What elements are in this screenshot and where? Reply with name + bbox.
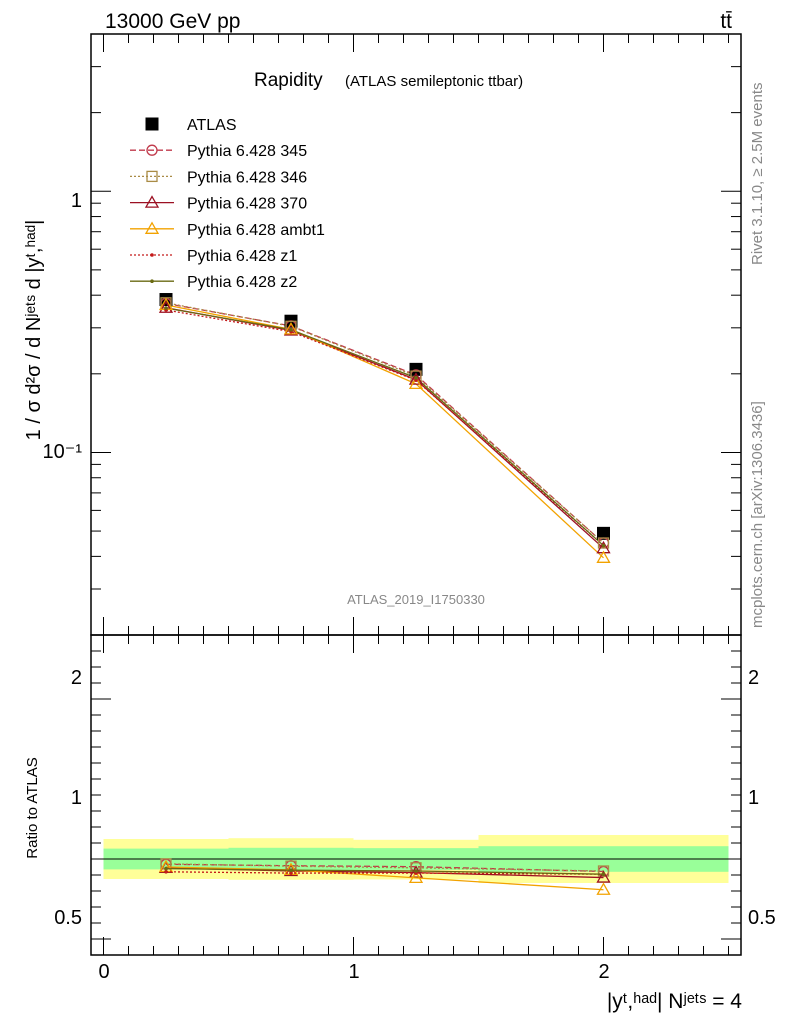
- legend-entry: Pythia 6.428 370: [187, 196, 307, 213]
- mc-point: [283, 322, 299, 335]
- chart-title: Rapidity: [254, 70, 323, 91]
- energy-label: 13000 GeV pp: [105, 10, 240, 33]
- legend-marker: [146, 144, 158, 156]
- mc-point: [601, 543, 606, 548]
- ratio-point: [164, 870, 168, 874]
- legend-entry: Pythia 6.428 ambt1: [187, 222, 325, 239]
- ratio-series-line: [165, 866, 604, 891]
- ratio-y-tick-label: 0.5: [54, 907, 82, 929]
- ratio-point: [289, 871, 293, 875]
- legend-entry: Pythia 6.428 346: [187, 169, 307, 186]
- x-tick-label: 1: [348, 961, 359, 983]
- process-label: tt̄: [720, 10, 732, 33]
- ratio-plot-frame: [90, 634, 742, 956]
- mc-point: [597, 537, 610, 549]
- series-line: [165, 307, 604, 547]
- series-line: [165, 304, 604, 559]
- legend-marker: [145, 117, 159, 131]
- ratio-point: [408, 870, 424, 884]
- ratio-point: [164, 866, 168, 871]
- chart-subtitle: (ATLAS semileptonic ttbar): [345, 73, 523, 90]
- legend-entry: Pythia 6.428 345: [187, 143, 307, 160]
- mc-point: [596, 550, 611, 563]
- mc-point: [408, 372, 424, 385]
- ratio-y-axis-label: Ratio to ATLAS: [24, 757, 41, 858]
- ratio-y-tick-label-right: 0.5: [748, 907, 776, 929]
- ratio-point: [414, 869, 418, 873]
- x-tick-label: 0: [98, 961, 109, 983]
- series-line: [165, 309, 604, 547]
- ratio-y-tick-label-right: 2: [748, 667, 759, 689]
- main-y-tick-label: 10⁻¹: [43, 441, 83, 463]
- rivet-label: Rivet 3.1.10, ≥ 2.5M events: [749, 83, 766, 266]
- ratio-point: [289, 868, 293, 872]
- legend-marker: [144, 221, 160, 234]
- legend-marker: [150, 253, 154, 257]
- x-axis-label: |yᵗ,ʰᵃᵈ| Nʲᵉᵗˢ = 4: [607, 990, 742, 1013]
- ratio-y-tick-label-right: 1: [748, 787, 759, 809]
- ratio-point: [601, 872, 606, 876]
- ratio-point: [596, 870, 611, 883]
- legend-marker: [146, 170, 158, 183]
- mc-point: [158, 300, 174, 313]
- legend-entry: Pythia 6.428 z1: [187, 248, 297, 265]
- series-line: [165, 302, 604, 544]
- legend-marker: [144, 195, 160, 208]
- x-tick-label: 2: [598, 961, 609, 983]
- legend-marker: [150, 279, 154, 284]
- main-y-axis-label: 1 / σ d²σ / d Nʲᵉᵗˢ d |yᵗ,ʰᵃᵈ|: [23, 220, 45, 441]
- mc-point: [289, 327, 293, 332]
- data-point: [597, 526, 610, 540]
- mcplots-label: mcplots.cern.ch [arXiv:1306.3436]: [749, 401, 766, 628]
- legend-entry: ATLAS: [187, 117, 237, 134]
- ratio-series-line: [165, 863, 604, 873]
- analysis-watermark: ATLAS_2019_I1750330: [347, 592, 485, 607]
- ratio-point: [596, 882, 611, 895]
- ratio-series-line: [165, 867, 604, 875]
- ratio-y-tick-label: 1: [71, 787, 82, 809]
- chart-marks: ATLAS Pythia 6.428 345 Pythia 6.428 346 Pyt…: [90, 33, 742, 956]
- series-line: [165, 307, 604, 549]
- ratio-point: [408, 865, 424, 878]
- mc-point: [414, 376, 418, 380]
- series-line: [165, 302, 604, 544]
- main-y-tick-label: 1: [71, 190, 82, 212]
- ratio-y-tick-label: 2: [71, 667, 82, 689]
- legend-entry: Pythia 6.428 z2: [187, 274, 297, 291]
- mc-point: [164, 306, 168, 310]
- mc-point: [408, 376, 424, 390]
